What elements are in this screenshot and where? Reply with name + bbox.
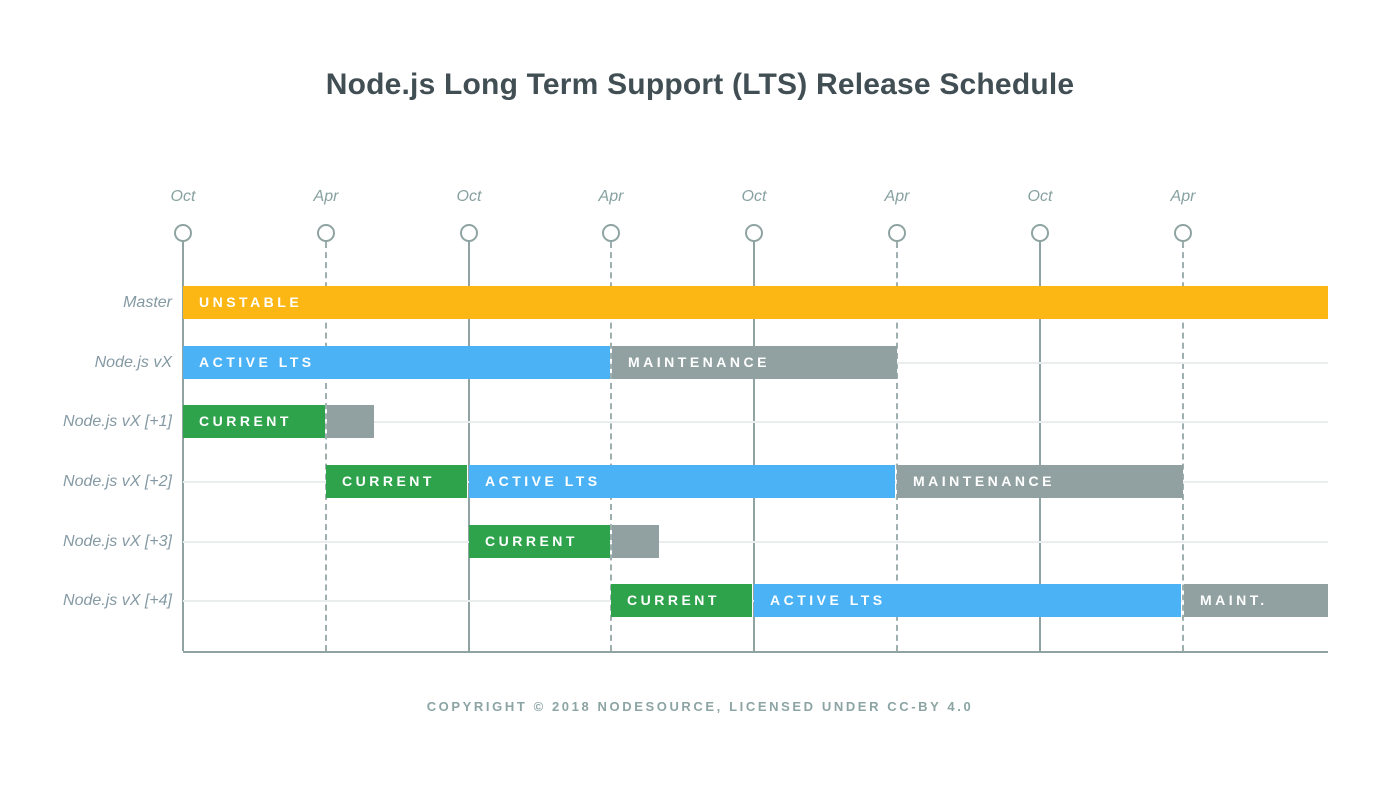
bar-maintenance (612, 525, 659, 558)
x-axis-line (183, 651, 1328, 653)
axis-month-label: Apr (313, 188, 339, 205)
bar-active-lts: ACTIVE LTS (754, 584, 1181, 617)
row-label: Node.js vX [+3] (63, 533, 172, 550)
gridline-dashed (610, 242, 612, 651)
bar-label: CURRENT (485, 533, 578, 549)
bar-maintenance (327, 405, 374, 438)
page-title: Node.js Long Term Support (LTS) Release … (325, 68, 1075, 101)
row-label: Master (123, 294, 172, 311)
tick-circle (602, 224, 620, 242)
bar-current: CURRENT (469, 525, 610, 558)
bar-label: MAINTENANCE (628, 354, 770, 370)
axis-month-label: Apr (598, 188, 624, 205)
row-baseline (183, 421, 1328, 423)
gridline-dashed (325, 242, 327, 651)
bar-label: MAINT. (1200, 592, 1268, 608)
bar-current: CURRENT (326, 465, 467, 498)
axis-month-label: Oct (741, 188, 767, 205)
bar-maintenance: MAINTENANCE (612, 346, 897, 379)
axis-month-label: Oct (170, 188, 196, 205)
bar-label: CURRENT (199, 413, 292, 429)
bar-label: MAINTENANCE (913, 473, 1055, 489)
tick-circle (174, 224, 192, 242)
row-label: Node.js vX [+2] (63, 473, 172, 490)
bar-current: CURRENT (183, 405, 325, 438)
axis-month-label: Oct (456, 188, 482, 205)
bar-maintenance: MAINT. (1184, 584, 1328, 617)
footer-credit: COPYRIGHT © 2018 NODESOURCE, LICENSED UN… (426, 699, 974, 714)
axis-month-label: Apr (1170, 188, 1196, 205)
tick-circle (1031, 224, 1049, 242)
bar-active-lts: ACTIVE LTS (469, 465, 895, 498)
row-label: Node.js vX (94, 354, 172, 371)
row-baseline (183, 541, 1328, 543)
bar-current: CURRENT (611, 584, 752, 617)
tick-circle (745, 224, 763, 242)
gridline-dashed (1182, 242, 1184, 651)
gridline-solid (468, 242, 470, 651)
bar-label: CURRENT (627, 592, 720, 608)
row-label: Node.js vX [+1] (63, 413, 172, 430)
bar-label: UNSTABLE (199, 294, 303, 310)
bar-label: ACTIVE LTS (485, 473, 601, 489)
bar-label: ACTIVE LTS (199, 354, 315, 370)
bar-unstable: UNSTABLE (183, 286, 1328, 319)
bar-label: CURRENT (342, 473, 435, 489)
bar-active-lts: ACTIVE LTS (183, 346, 610, 379)
gridline-dashed (896, 242, 898, 651)
row-label: Node.js vX [+4] (63, 592, 172, 609)
tick-circle (888, 224, 906, 242)
bar-maintenance: MAINTENANCE (897, 465, 1183, 498)
gridline-solid (182, 242, 184, 651)
gridline-solid (753, 242, 755, 651)
axis-month-label: Oct (1027, 188, 1053, 205)
tick-circle (1174, 224, 1192, 242)
tick-circle (460, 224, 478, 242)
tick-circle (317, 224, 335, 242)
bar-label: ACTIVE LTS (770, 592, 886, 608)
axis-month-label: Apr (884, 188, 910, 205)
gridline-solid (1039, 242, 1041, 651)
